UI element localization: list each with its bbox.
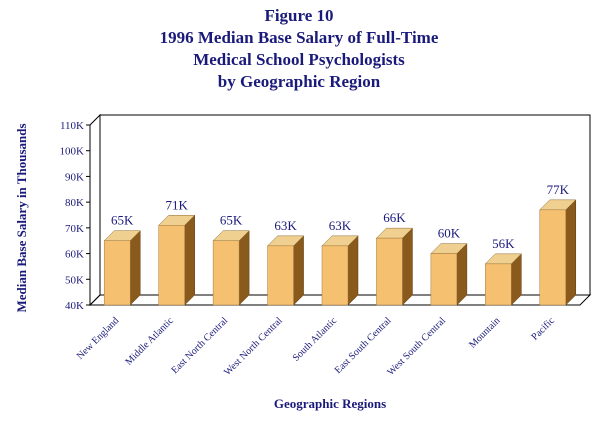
y-tick-label: 80K (65, 197, 84, 209)
x-tick-label: West North Central (222, 315, 285, 378)
x-tick-label: East North Central (169, 315, 230, 376)
x-tick-label: East South Central (333, 315, 394, 376)
y-tick-label: 70K (65, 223, 84, 235)
y-tick-label: 100K (60, 146, 85, 158)
y-tick-label: 60K (65, 249, 84, 261)
x-tick-label: Middle Atlantic (123, 315, 176, 368)
bar-data-label: 65K (111, 213, 134, 228)
bar-front (212, 240, 240, 306)
x-tick-label: South Atlantic (291, 315, 340, 364)
chart-title-line-1: Figure 10 (264, 6, 334, 25)
bar-data-label: 77K (547, 182, 570, 197)
bar-side (129, 230, 141, 306)
bar-side (565, 199, 577, 306)
bar-front (485, 263, 512, 306)
bar (430, 242, 468, 306)
bar-front (103, 240, 131, 306)
bar-data-label: 65K (220, 213, 243, 228)
bar-data-label: 56K (492, 236, 515, 251)
bar (539, 199, 577, 306)
bar-side (184, 214, 195, 306)
y-tick-label: 40K (65, 300, 84, 312)
bar-side (238, 230, 250, 306)
y-tick-label: 110K (60, 120, 84, 132)
bar (484, 253, 522, 306)
x-tick-label: West South Central (385, 315, 448, 378)
bar (212, 230, 250, 306)
chart-left-wall (89, 113, 101, 307)
y-tick-label: 50K (65, 274, 84, 286)
bar (158, 214, 196, 306)
bar-side (293, 235, 304, 306)
bar-front (539, 209, 567, 306)
chart-floor (88, 294, 592, 306)
bar-side (347, 235, 359, 306)
bar-side (456, 242, 468, 306)
y-axis-label: Median Base Salary in Thousands (14, 123, 29, 313)
bar-data-label: 63K (274, 218, 297, 233)
chart-title-line-2: 1996 Median Base Salary of Full-Time (159, 28, 439, 47)
bar-front (158, 225, 185, 306)
bar (321, 235, 359, 306)
bar-front (321, 245, 349, 306)
x-tick-label: Mountain (467, 315, 502, 350)
y-tick-label: 90K (65, 171, 84, 183)
bar-front (430, 253, 458, 306)
bar (103, 230, 141, 306)
bar-side (402, 227, 413, 306)
x-tick-label: Pacific (529, 315, 557, 343)
bar-data-label: 63K (329, 218, 352, 233)
bar-front (376, 237, 403, 306)
chart-title-line-4: by Geographic Region (217, 72, 381, 91)
bar-front (267, 245, 294, 306)
bar (266, 235, 305, 306)
chart-title-line-3: Medical School Psychologists (193, 50, 405, 69)
bar (375, 227, 414, 306)
x-tick-label: New England (75, 315, 121, 361)
bar-data-label: 71K (165, 197, 188, 212)
bar-data-label: 60K (438, 226, 461, 241)
bar-data-label: 66K (383, 210, 406, 225)
x-axis-label: Geographic Regions (273, 396, 387, 411)
